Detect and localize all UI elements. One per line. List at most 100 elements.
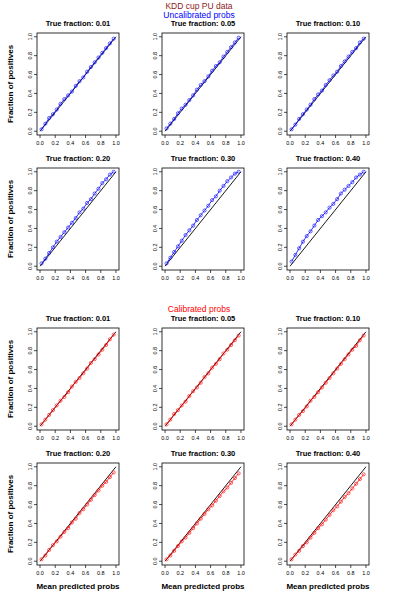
data-point [358, 173, 361, 176]
x-tick [320, 270, 321, 273]
data-point [320, 523, 323, 526]
y-tick-label: 0.6 [27, 501, 33, 509]
data-point [294, 123, 297, 126]
data-point [237, 170, 240, 173]
y-tick [159, 523, 162, 524]
data-point [108, 42, 111, 45]
x-tick [165, 135, 166, 138]
data-point [188, 229, 191, 232]
x-tick-label: 1.0 [362, 140, 370, 146]
data-point [301, 410, 304, 413]
data-point [229, 343, 232, 346]
y-tick-label: 1.0 [27, 463, 33, 471]
data-point [112, 471, 115, 474]
x-tick-label: 0.4 [317, 140, 325, 146]
plot-frame [37, 463, 119, 565]
y-tick-label: 0.0 [27, 557, 33, 565]
y-tick [284, 171, 287, 172]
y-tick-label: 0.2 [152, 539, 158, 547]
data-point [78, 376, 81, 379]
series-line [292, 39, 364, 130]
panel: True fraction: 0.400.00.20.40.60.81.00.0… [277, 449, 370, 591]
series-line [42, 472, 114, 559]
x-tick [85, 270, 86, 273]
y-tick [159, 55, 162, 56]
plot-frame [287, 168, 369, 270]
x-tick [240, 135, 241, 138]
y-tick-label: 0.4 [152, 385, 158, 393]
data-point [176, 409, 179, 412]
y-tick [34, 350, 37, 351]
x-tick [40, 565, 41, 568]
data-point [93, 61, 96, 64]
data-point [203, 209, 206, 212]
data-point [324, 518, 327, 521]
x-tick-label: 0.4 [317, 275, 325, 281]
data-point [298, 413, 301, 416]
plot-frame [37, 33, 119, 135]
y-tick-label: 0.6 [152, 71, 158, 79]
x-tick-label: 0.2 [51, 140, 59, 146]
data-point [165, 558, 168, 561]
y-tick-label: 0.0 [27, 262, 33, 270]
data-point [305, 108, 308, 111]
x-tick-label: 0.8 [97, 570, 105, 576]
y-tick [34, 485, 37, 486]
data-point [70, 221, 73, 224]
data-point [192, 224, 195, 227]
y-tick-label: 0.0 [152, 422, 158, 430]
data-point [317, 93, 320, 96]
data-point [55, 240, 58, 243]
x-tick [225, 565, 226, 568]
data-point [351, 181, 354, 184]
y-axis-label: Fraction of positives [6, 474, 15, 553]
x-tick-label: 0.8 [97, 140, 105, 146]
data-point [328, 376, 331, 379]
y-tick-label: 0.8 [27, 482, 33, 490]
data-point [44, 122, 47, 125]
data-point [320, 89, 323, 92]
x-tick-label: 0.2 [51, 570, 59, 576]
data-point [82, 372, 85, 375]
plot-frame [162, 33, 244, 135]
data-point [211, 69, 214, 72]
data-point [173, 549, 176, 552]
x-tick [165, 565, 166, 568]
y-tick [159, 331, 162, 332]
data-point [332, 202, 335, 205]
panel-title: True fraction: 0.40 [296, 154, 361, 163]
data-point [112, 170, 115, 173]
x-tick [55, 270, 56, 273]
series-line [167, 38, 239, 129]
data-point [226, 486, 229, 489]
y-tick-label: 1.0 [277, 33, 283, 41]
y-tick [284, 407, 287, 408]
data-point [343, 358, 346, 361]
x-tick-label: 0.0 [161, 435, 169, 441]
data-point [108, 476, 111, 479]
y-tick-label: 0.8 [27, 347, 33, 355]
x-tick [335, 270, 336, 273]
panel-title: True fraction: 0.20 [46, 154, 111, 163]
y-tick-label: 1.0 [277, 168, 283, 176]
y-tick-label: 0.2 [152, 109, 158, 117]
x-tick [55, 135, 56, 138]
data-point [180, 404, 183, 407]
data-point [188, 98, 191, 101]
data-point [290, 558, 293, 561]
data-point [97, 187, 100, 190]
y-tick [34, 426, 37, 427]
plot-frame [162, 328, 244, 430]
y-tick-label: 0.4 [27, 385, 33, 393]
x-tick [350, 270, 351, 273]
data-point [112, 333, 115, 336]
x-tick [335, 565, 336, 568]
data-point [108, 173, 111, 176]
x-tick [55, 430, 56, 433]
y-tick-label: 0.4 [152, 225, 158, 233]
data-point [339, 362, 342, 365]
y-tick [284, 93, 287, 94]
x-tick [225, 135, 226, 138]
y-tick [34, 228, 37, 229]
x-tick-label: 0.2 [176, 435, 184, 441]
